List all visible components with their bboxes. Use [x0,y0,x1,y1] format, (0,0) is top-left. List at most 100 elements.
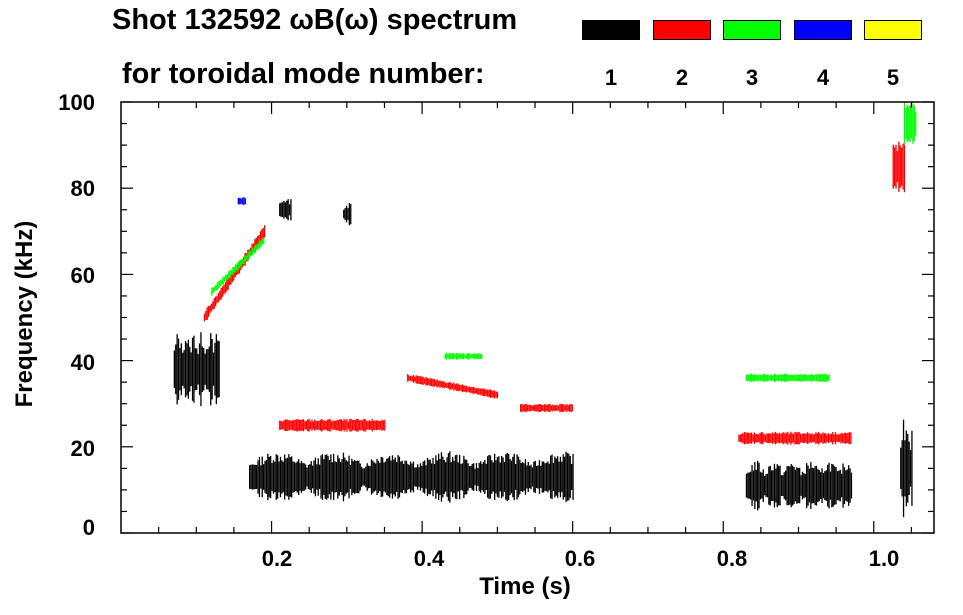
spectral-mark [218,341,220,398]
spectral-mark [488,454,490,499]
spectral-mark [407,463,409,490]
spectral-mark [820,434,823,443]
spectral-mark [229,269,231,278]
spectral-mark [298,419,300,431]
spectral-mark [797,374,799,382]
spectral-mark [481,463,483,491]
spectral-mark [321,454,324,500]
spectral-mark [268,456,270,498]
spectral-mark [510,460,513,494]
spectral-mark [239,260,241,269]
spectral-mark [762,374,764,382]
spectral-mark [376,458,378,495]
spectral-mark [286,200,288,219]
spectral-mark [764,374,766,382]
spectral-mark [414,467,416,487]
spectral-mark [292,461,294,493]
spectral-mark [220,287,222,300]
spectral-mark [281,460,283,494]
spectral-mark [318,420,320,430]
spectral-mark [419,463,422,491]
spectral-mark [419,376,421,385]
spectral-mark [471,353,473,359]
spectral-mark [482,388,484,396]
spectral-mark [474,468,476,486]
spectral-mark [794,431,796,445]
spectral-mark [264,225,266,238]
spectral-mark [895,144,897,189]
spectral-mark [210,333,212,406]
spectral-mark [799,467,801,504]
spectral-mark [411,463,413,491]
spectral-mark [347,461,349,493]
spectral-mark [279,203,281,217]
spectral-mark [380,456,382,497]
spectral-mark [176,334,178,405]
spectral-mark [822,472,825,499]
mode-1-band-3 [900,419,913,518]
spectral-mark [283,200,285,219]
spectral-mark [774,431,776,445]
mode-2-band-11 [892,141,906,193]
spectral-mark [219,280,221,287]
spectral-mark [528,404,530,412]
spectral-mark [214,286,216,292]
spectral-mark [379,421,382,430]
spectral-mark [828,374,830,382]
spectral-mark [258,235,260,244]
spectral-mark [785,470,787,501]
spectral-mark [459,454,461,500]
spectral-mark [470,465,472,489]
spectral-mark [422,376,424,385]
spectral-mark [391,455,394,499]
spectral-mark [912,103,914,144]
spectral-mark [400,461,402,493]
spectral-mark [548,404,550,412]
spectral-mark [234,269,236,278]
spectral-mark [463,385,465,392]
spectral-mark [344,457,346,497]
spectral-mark [814,374,816,382]
spectral-mark [809,434,811,443]
spectral-mark [295,462,297,492]
y-tick-label-80: 80 [70,176,95,201]
spectral-mark [360,419,362,431]
spectral-mark [828,462,830,509]
spectral-mark [235,264,237,273]
spectral-mark [347,421,349,429]
spectral-mark [554,456,556,498]
spectral-mark [309,421,312,430]
spectral-mark [365,420,368,430]
spectral-mark [457,352,459,360]
spectral-mark [437,381,440,387]
spectral-mark [244,256,247,262]
spectral-mark [552,462,555,491]
spectral-mark [260,465,262,489]
spectral-mark [811,433,813,443]
spectral-mark [354,460,356,494]
spectral-mark [286,419,288,432]
spectral-mark [556,404,558,412]
spectral-mark [811,467,813,504]
mode-3-band-13 [444,352,483,360]
spectral-mark [342,420,344,430]
spectral-mark [563,404,565,412]
spectral-mark [421,376,423,385]
spectral-mark [802,433,804,443]
spectral-mark [499,462,501,492]
spectral-mark [183,350,185,389]
spectral-mark [520,463,522,491]
spectral-mark [813,468,815,504]
spectral-mark [215,284,217,291]
spectral-mark [773,463,776,508]
spectral-mark [533,461,535,493]
spectral-mark [294,419,296,431]
spectral-mark [489,389,491,398]
spectral-mark [832,464,834,507]
spectral-mark [478,353,480,360]
spectral-mark [831,463,833,508]
spectral-mark [209,305,211,314]
spectral-mark [489,455,492,499]
spectral-mark [293,419,295,431]
